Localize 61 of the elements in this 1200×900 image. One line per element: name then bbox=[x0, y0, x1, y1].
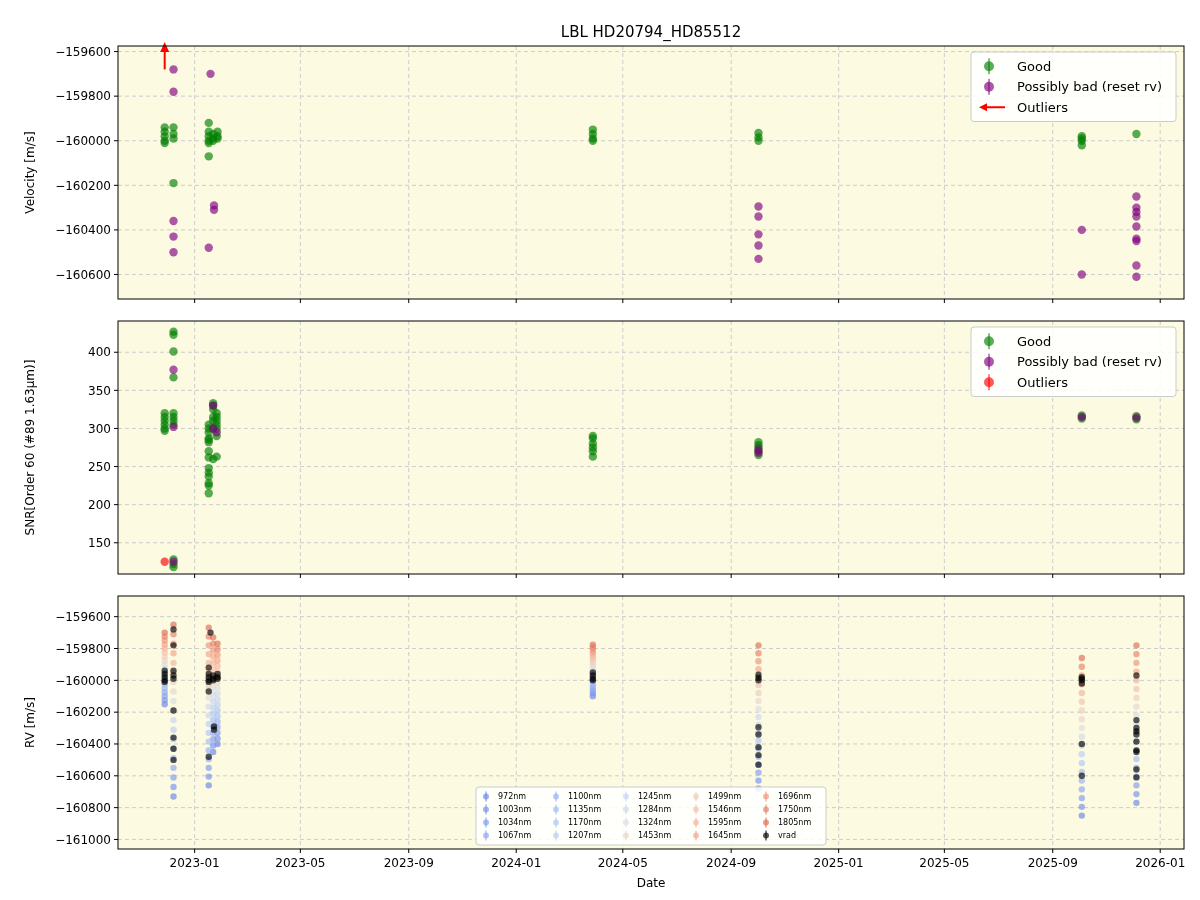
y-tick-label: −160200 bbox=[55, 705, 111, 720]
y-tick-label: 350 bbox=[88, 383, 111, 398]
legend-label: Possibly bad (reset rv) bbox=[1017, 354, 1163, 370]
x-tick-label: 2023-05 bbox=[275, 856, 326, 870]
y-axis-title: Velocity [m/s] bbox=[23, 131, 37, 214]
legend-label: 1284nm bbox=[638, 805, 672, 815]
chart-title: LBL HD20794_HD85512 bbox=[560, 23, 742, 42]
legend-label: 1207nm bbox=[568, 831, 602, 841]
x-tick-label: 2025-01 bbox=[813, 856, 864, 870]
legend-label: 1499nm bbox=[708, 792, 742, 802]
legend-label: 1750nm bbox=[778, 805, 812, 815]
x-axis-title: Date bbox=[636, 876, 666, 890]
x-tick-label: 2024-01 bbox=[491, 856, 542, 870]
legend-label: 1245nm bbox=[638, 792, 672, 802]
y-tick-label: −159600 bbox=[55, 609, 111, 624]
legend-label: 1135nm bbox=[568, 805, 602, 815]
y-tick-label: −159800 bbox=[55, 89, 111, 104]
y-tick-label: −160600 bbox=[55, 769, 111, 784]
y-axis-title: RV [m/s] bbox=[23, 696, 37, 749]
legend-label: Outliers bbox=[1017, 99, 1069, 115]
x-tick-label: 2024-09 bbox=[706, 856, 757, 870]
x-tick-label: 2024-05 bbox=[597, 856, 648, 870]
legend-label: Good bbox=[1017, 58, 1052, 74]
legend-label: 1645nm bbox=[708, 831, 742, 841]
y-tick-label: −160000 bbox=[55, 673, 111, 688]
legend-label: 972nm bbox=[498, 792, 527, 802]
legend-label: 1100nm bbox=[568, 792, 602, 802]
legend-label: 1595nm bbox=[708, 818, 742, 828]
legend-label: 1170nm bbox=[568, 818, 602, 828]
x-tick-label: 2023-01 bbox=[169, 856, 220, 870]
x-tick-label: 2025-09 bbox=[1027, 856, 1078, 870]
legend-label: Outliers bbox=[1017, 374, 1069, 390]
legend-label: Good bbox=[1017, 333, 1052, 349]
y-tick-label: −161000 bbox=[55, 832, 111, 847]
legend-label: 1003nm bbox=[498, 805, 532, 815]
legend-label: 1805nm bbox=[778, 818, 812, 828]
y-tick-label: 400 bbox=[88, 345, 111, 360]
legend-label: 1546nm bbox=[708, 805, 742, 815]
x-tick-label: 2026-01 bbox=[1135, 856, 1186, 870]
y-tick-label: −159800 bbox=[55, 641, 111, 656]
y-tick-label: 150 bbox=[88, 535, 111, 550]
y-tick-label: 250 bbox=[88, 459, 111, 474]
legend-label: 1034nm bbox=[498, 818, 532, 828]
x-tick-label: 2025-05 bbox=[919, 856, 970, 870]
legend-label: 1067nm bbox=[498, 831, 532, 841]
legend-label: Possibly bad (reset rv) bbox=[1017, 79, 1163, 95]
legend-label: 1324nm bbox=[638, 818, 672, 828]
x-tick-label: 2023-09 bbox=[383, 856, 434, 870]
y-tick-label: −160400 bbox=[55, 737, 111, 752]
legend-label: 1696nm bbox=[778, 792, 812, 802]
y-tick-label: −160400 bbox=[55, 223, 111, 238]
y-tick-label: −159600 bbox=[55, 44, 111, 59]
y-tick-label: −160200 bbox=[55, 178, 111, 193]
y-tick-label: 300 bbox=[88, 421, 111, 436]
y-axis-title: SNR[Order 60 (#89 1.63μm)] bbox=[23, 359, 37, 536]
y-tick-label: −160800 bbox=[55, 800, 111, 815]
legend-label: 1453nm bbox=[638, 831, 672, 841]
y-tick-label: −160600 bbox=[55, 267, 111, 282]
legend-label: vrad bbox=[778, 831, 797, 841]
y-tick-label: 200 bbox=[88, 497, 111, 512]
y-tick-label: −160000 bbox=[55, 133, 111, 148]
